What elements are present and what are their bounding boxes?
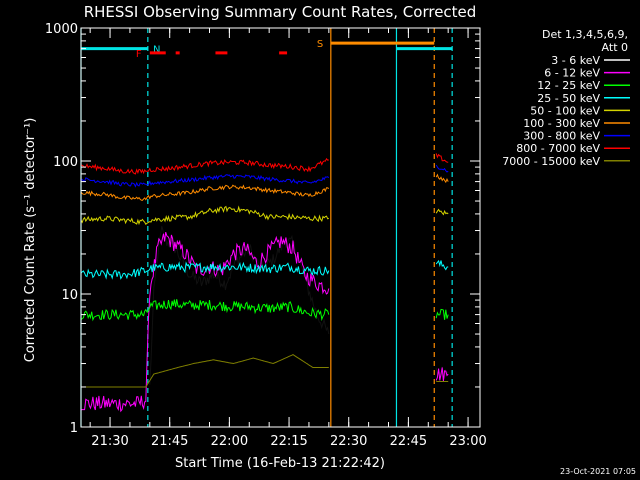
x-tick-label-2: 22:00 (211, 434, 248, 449)
series-line-0 (149, 226, 449, 385)
plot-frame (80, 27, 481, 428)
series-line-2 (81, 299, 449, 322)
legend-label-4: 50 - 100 keV (530, 104, 600, 117)
series-line-3 (81, 259, 449, 280)
series-line-1 (81, 231, 449, 413)
y-tick-label-3: 1000 (45, 22, 78, 37)
legend-label-3: 25 - 50 keV (537, 92, 600, 105)
x-tick-label-1: 21:45 (151, 434, 188, 449)
chart-title: RHESSI Observing Summary Count Rates, Co… (84, 3, 477, 21)
series-line-7 (81, 153, 449, 175)
y-tick-label-2: 100 (53, 155, 78, 170)
legend-label-1: 6 - 12 keV (544, 67, 600, 80)
series-line-8 (81, 354, 449, 388)
y-tick-label-0: 1 (70, 421, 78, 436)
legend-label-2: 12 - 25 keV (537, 79, 600, 92)
night-lines (80, 28, 453, 427)
legend-label-6: 300 - 800 keV (523, 130, 600, 143)
x-tick-label-4: 22:30 (330, 434, 367, 449)
series-line-4 (81, 205, 449, 226)
x-tick-label-6: 23:00 (449, 434, 486, 449)
legend-label-5: 100 - 300 keV (523, 117, 600, 130)
x-axis: 21:30 21:45 22:00 22:15 22:30 22:45 23:00 (89, 28, 487, 449)
x-tick-label-3: 22:15 (270, 434, 307, 449)
interval-label-0: N (153, 45, 160, 56)
legend-label-8: 7000 - 15000 keV (502, 155, 600, 168)
legend-header-line-1: Det 1,3,4,5,6,9, (542, 28, 628, 41)
series-layer (81, 153, 449, 413)
timestamp: 23-Oct-2021 07:05 (560, 467, 636, 476)
flare-label: F (136, 49, 142, 60)
y-tick-label-1: 10 (61, 288, 78, 303)
legend-header-line-2: Att 0 (602, 41, 628, 54)
interval-bars: NSF (81, 39, 453, 60)
series-line-6 (81, 164, 449, 188)
x-axis-label: Start Time (16-Feb-13 21:22:42) (175, 456, 385, 471)
y-axis: 1 10 100 1000 (45, 22, 480, 436)
x-tick-label-5: 22:45 (390, 434, 427, 449)
interval-label-2: S (317, 39, 323, 50)
series-line-5 (81, 173, 449, 201)
legend-label-0: 3 - 6 keV (551, 54, 600, 67)
legend-label-7: 800 - 7000 keV (516, 142, 600, 155)
x-tick-label-0: 21:30 (91, 434, 128, 449)
y-axis-label: Corrected Count Rate (s⁻¹ detector⁻¹) (23, 118, 38, 363)
